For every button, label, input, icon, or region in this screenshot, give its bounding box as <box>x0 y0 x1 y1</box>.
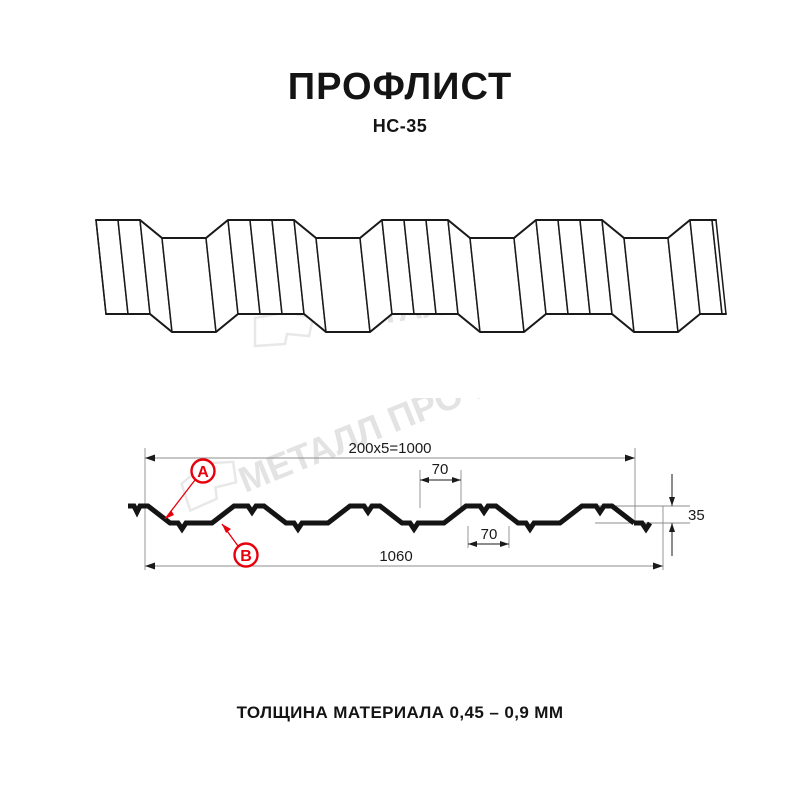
dimension-bottom-flange: 70 <box>468 526 509 547</box>
profile-outline-right <box>634 520 653 534</box>
dimension-overall-width: 1060 <box>145 548 663 570</box>
profile-outline <box>128 503 636 534</box>
dimension-bottom-flange-label: 70 <box>481 526 498 543</box>
dimension-pitch-total-label: 200x5=1000 <box>349 440 432 457</box>
dimension-top-flange: 70 <box>420 461 461 483</box>
dimension-pitch-total: 200x5=1000 <box>145 440 635 462</box>
dimension-height: 35 <box>669 474 705 556</box>
callout-a: A <box>164 458 216 520</box>
iso-top-edge <box>95 219 727 333</box>
iso-left-cut <box>95 219 107 315</box>
callout-a-label: A <box>197 464 209 481</box>
cross-section-svg: МЕТАЛЛ ПРОФИЛЬ 200x5=1000 <box>128 398 705 570</box>
dimension-overall-width-label: 1060 <box>379 548 412 565</box>
model-label: НС-35 <box>372 116 428 136</box>
thickness-note: ТОЛЩИНА МАТЕРИАЛА 0,45 – 0,9 ММ <box>236 703 564 722</box>
dimension-height-label: 35 <box>688 507 705 524</box>
dimension-top-flange-label: 70 <box>432 461 449 478</box>
isometric-svg: МЕТАЛЛ ПРОФИЛЬ <box>95 219 727 348</box>
callout-b: B <box>221 523 259 568</box>
page-title: ПРОФЛИСТ <box>287 66 513 108</box>
isometric-view: МЕТАЛЛ ПРОФИЛЬ <box>0 196 800 356</box>
watermark-logo-icon <box>253 310 315 348</box>
callout-b-label: B <box>240 548 252 565</box>
cross-section-view: МЕТАЛЛ ПРОФИЛЬ 200x5=1000 <box>0 398 800 598</box>
